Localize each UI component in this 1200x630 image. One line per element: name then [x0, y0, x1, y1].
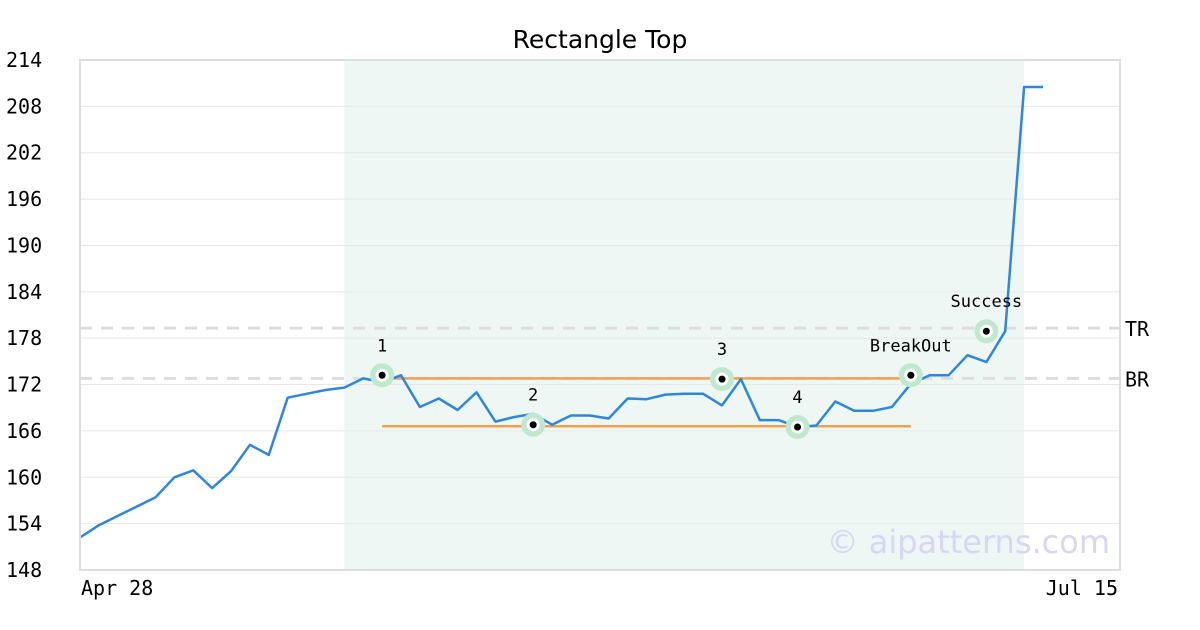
- price-series-line: [79, 85, 1043, 539]
- y-tick-label: 190: [6, 233, 42, 257]
- x-tick-label: Jul 15: [1046, 576, 1118, 600]
- x-tick-label: Apr 28: [81, 576, 153, 600]
- pattern-point-dot: [907, 371, 915, 379]
- y-tick-label: 148: [6, 558, 42, 582]
- y-tick-label: 178: [6, 326, 42, 350]
- pattern-point-dot: [718, 375, 726, 383]
- watermark: © aipatterns.com: [827, 523, 1110, 561]
- y-tick-label: 208: [6, 94, 42, 118]
- y-tick-label: 214: [6, 48, 42, 72]
- pattern-point-label: 1: [377, 336, 387, 356]
- pattern-point-dot: [794, 423, 802, 431]
- pattern-point-label: Success: [951, 292, 1023, 312]
- reference-label-tr: TR: [1125, 317, 1150, 341]
- pattern-point-dot: [982, 327, 990, 335]
- y-tick-label: 196: [6, 187, 42, 211]
- pattern-point-label: 2: [528, 386, 538, 406]
- y-tick-label: 154: [6, 512, 42, 536]
- y-tick-label: 184: [6, 280, 42, 304]
- y-tick-label: 202: [6, 141, 42, 165]
- pattern-point-label: BreakOut: [870, 336, 952, 356]
- y-tick-label: 172: [6, 373, 42, 397]
- y-tick-label: 160: [6, 465, 42, 489]
- pattern-point-label: 3: [717, 340, 727, 360]
- pattern-region-shade: [344, 60, 1025, 570]
- reference-label-br: BR: [1125, 367, 1150, 391]
- y-tick-label: 166: [6, 419, 42, 443]
- chart-title: Rectangle Top: [513, 25, 688, 54]
- pattern-point-dot: [378, 371, 386, 379]
- pattern-point-label: 4: [792, 388, 802, 408]
- pattern-point-dot: [529, 421, 537, 429]
- plot-frame: [79, 59, 1121, 571]
